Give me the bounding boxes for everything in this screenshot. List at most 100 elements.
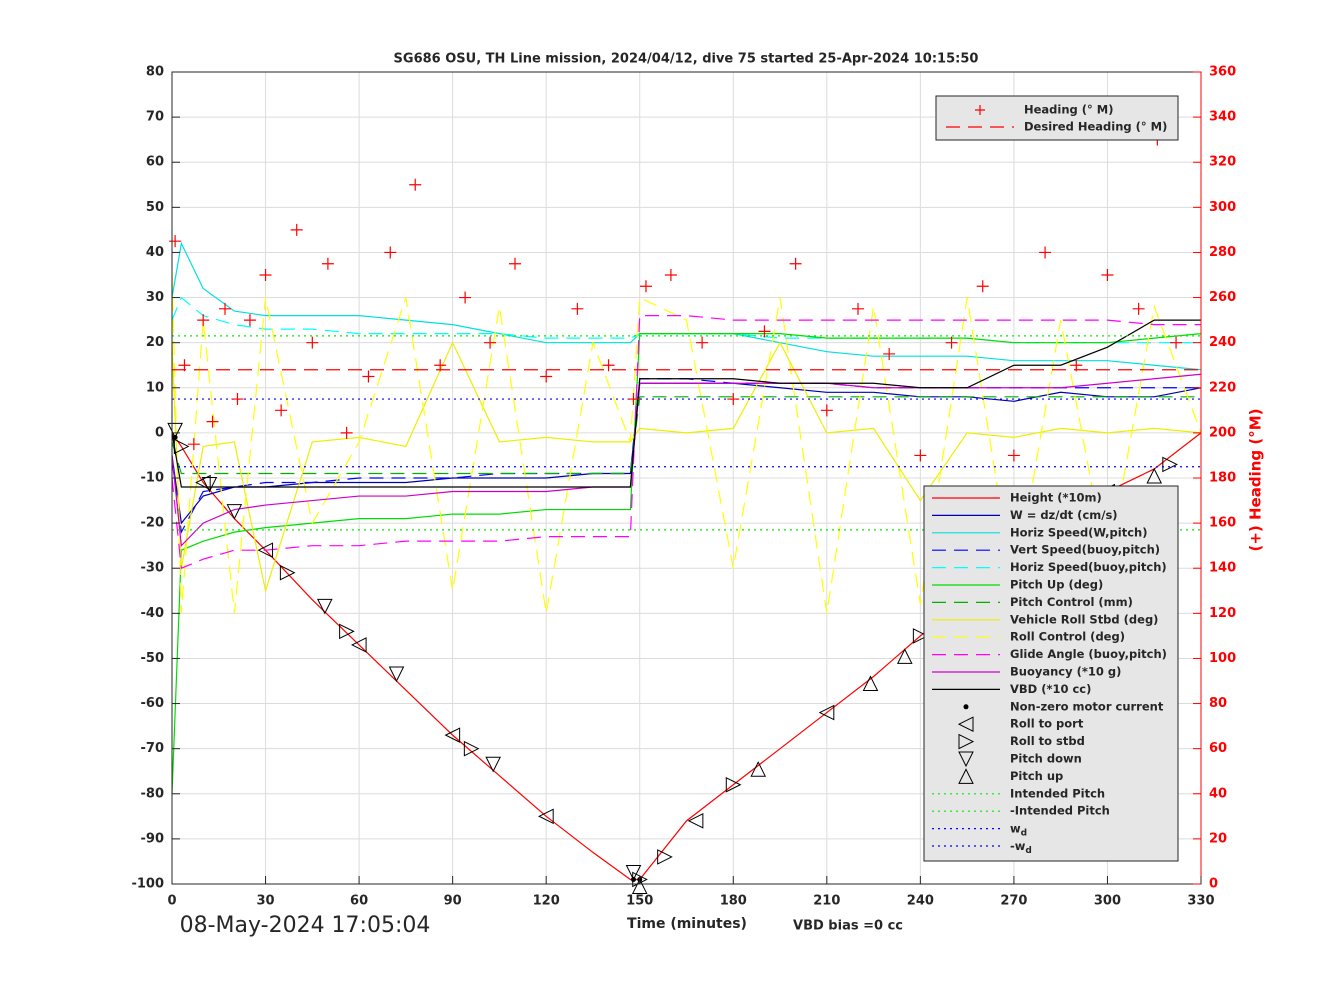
marker [945,336,958,349]
y2-tick-label: 160 [1209,516,1236,531]
legend-label: Heading (° M) [1024,103,1114,117]
legend-label: Roll to stbd [1010,734,1085,748]
marker [725,776,742,793]
legend-label: -Intended Pitch [1010,804,1110,818]
marker [306,336,319,349]
marker [540,370,553,383]
timestamp: 08-May-2024 17:05:04 [180,913,431,938]
y2-tick-label: 0 [1209,877,1218,892]
marker [1101,269,1114,281]
y-tick-label: -20 [141,516,165,531]
marker [206,415,219,428]
marker [384,246,397,259]
marker [259,269,272,281]
legend-label: VBD (*10 cc) [1010,682,1091,696]
marker [231,393,244,406]
marker [538,808,554,825]
y2-tick-label: 240 [1209,335,1236,350]
marker [758,325,771,338]
y-tick-label: 10 [146,380,164,395]
marker [444,727,461,743]
legend-label: Horiz Speed(W,pitch) [1010,525,1147,539]
marker [321,257,334,270]
marker [657,849,673,865]
marker [409,178,422,191]
marker [914,449,927,462]
marker [862,675,879,691]
marker [1007,449,1020,462]
legend-label: Horiz Speed(buoy,pitch) [1010,560,1167,574]
legend-bottom: Height (*10m) W = dz/dt (cm/s) Horiz Speed… [923,485,1179,862]
marker [912,628,929,644]
marker [1039,246,1052,259]
marker [316,598,333,615]
marker [226,504,243,520]
legend-label: Desired Heading (° M) [1024,120,1167,134]
marker [571,302,584,315]
y-tick-label: 50 [146,200,164,215]
marker [340,426,353,439]
marker [290,223,303,236]
legend-box [935,95,1179,141]
marker [963,704,969,710]
legend-label: -wd [1010,839,1032,856]
marker [975,105,985,115]
y-tick-label: 0 [155,425,164,440]
marker [388,666,405,683]
marker [1132,302,1145,315]
y-tick-label: -90 [141,831,165,846]
legend-label: Height (*10m) [1010,491,1102,505]
marker [173,438,190,455]
x-tick-label: 0 [167,894,176,909]
marker [279,564,296,581]
marker [485,756,501,773]
marker [275,404,288,417]
y2-tick-label: 120 [1209,606,1236,621]
legend-label: W = dz/dt (cm/s) [1010,508,1118,522]
y2-tick-label: 40 [1209,786,1227,801]
legend-label: Pitch Up (deg) [1010,578,1103,592]
legend-label: Roll Control (deg) [1010,630,1125,644]
legend-top: Heading (° M) Desired Heading (° M) [935,95,1179,141]
marker [687,813,704,829]
marker [820,404,833,417]
marker [625,864,642,881]
marker [883,347,896,360]
legend-label: Pitch down [1010,752,1082,766]
y-tick-label: -30 [141,561,165,576]
legend-label: Pitch Control (mm) [1010,595,1133,609]
series-line [171,315,1201,570]
y2-tick-label: 260 [1209,290,1236,305]
x-tick-label: 210 [813,894,840,909]
marker [957,716,974,733]
x-tick-label: 270 [1000,894,1027,909]
marker [818,704,835,721]
legend-label: Glide Angle (buoy,pitch) [1010,647,1167,661]
x-tick-label: 30 [256,894,274,909]
x-tick-label: 240 [907,894,934,909]
legend-label: wd [1010,821,1027,838]
y2-tick-label: 200 [1209,425,1236,440]
y-tick-label: -50 [141,651,165,666]
marker [727,393,740,406]
x-tick-label: 60 [350,894,368,909]
y2-tick-label: 80 [1209,696,1227,711]
marker [958,751,974,768]
marker [627,393,640,406]
series-line [171,333,1202,794]
legend-label: Pitch up [1010,769,1063,783]
y-tick-label: 30 [146,290,164,305]
series-line [171,241,1202,371]
marker [639,280,652,293]
marker [602,359,615,372]
marker [201,477,218,493]
y-tick-label: 70 [146,110,164,125]
y-tick-label: -70 [141,741,165,756]
marker [958,733,975,750]
legend-label: Vehicle Roll Stbd (deg) [1010,612,1158,626]
marker [350,637,367,653]
y-tick-label: -40 [141,606,165,621]
y2-tick-label: 60 [1209,741,1227,756]
marker [750,761,767,777]
